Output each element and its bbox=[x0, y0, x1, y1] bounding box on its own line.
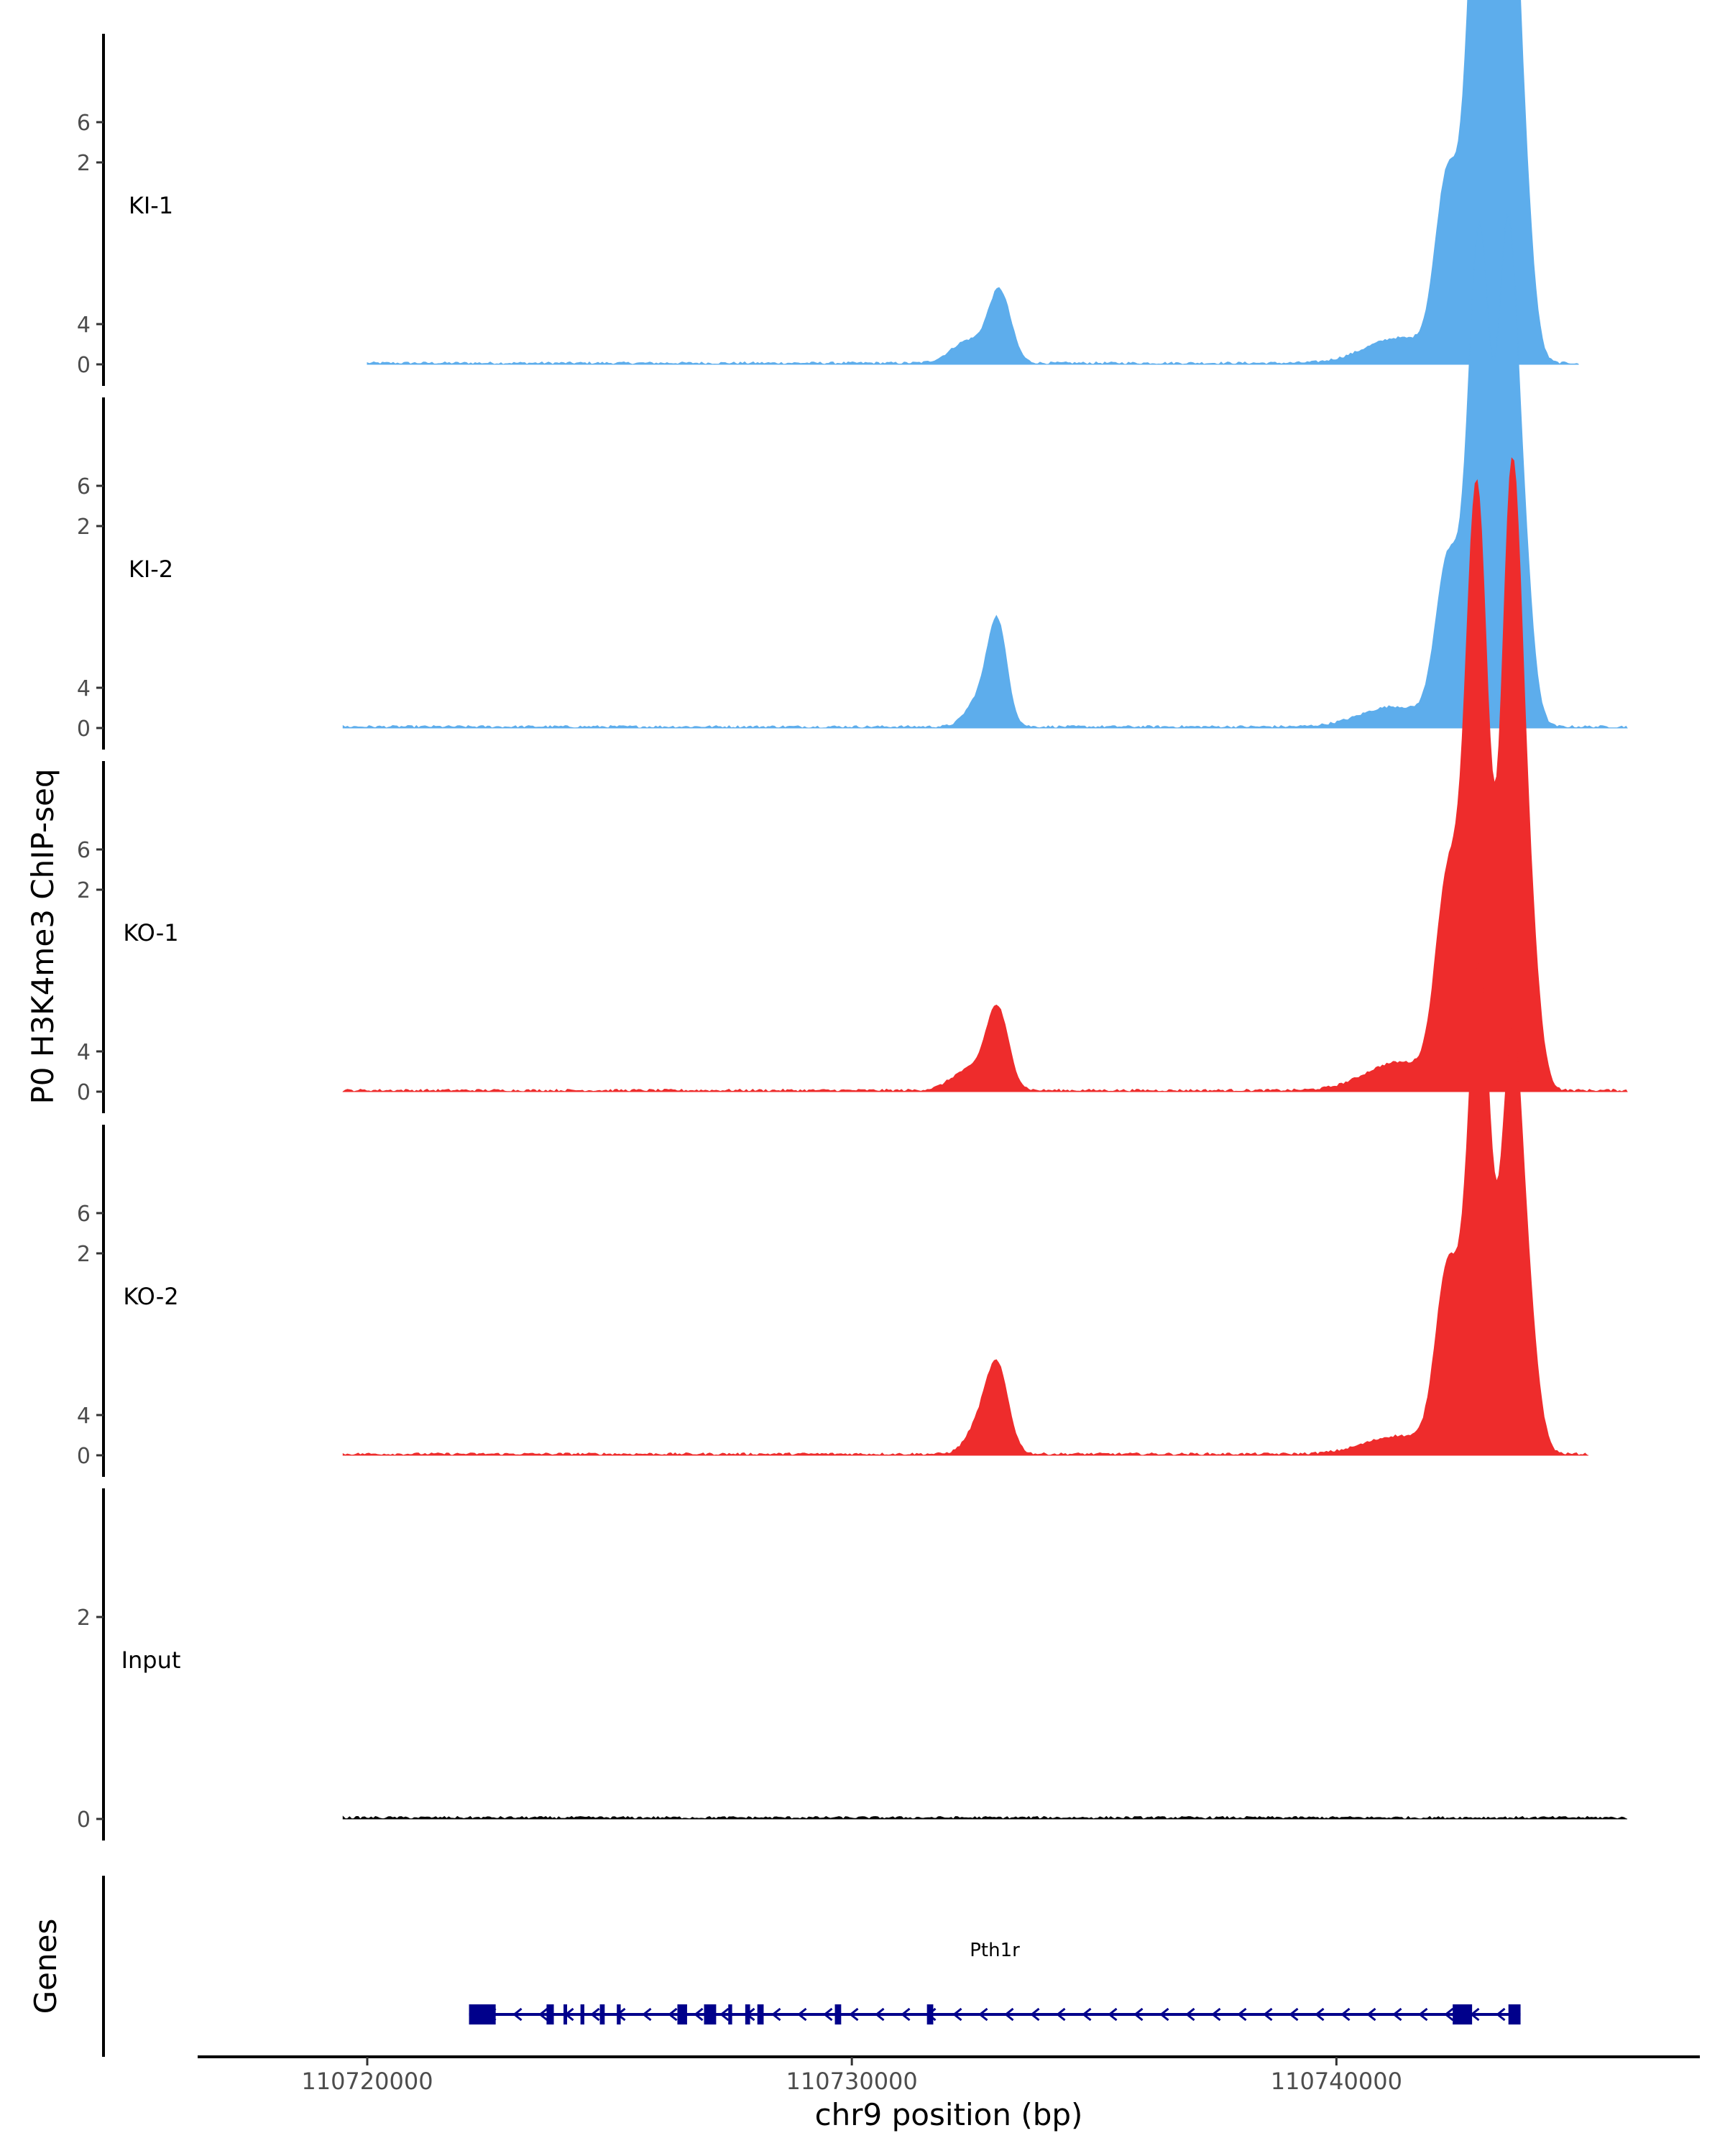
y-tick-label: 0 bbox=[77, 1444, 91, 1469]
tracks-layer: 0246KI-10246KI-20246KO-10246KO-20246Inpu… bbox=[77, 0, 1628, 1841]
x-axis-title: chr9 position (bp) bbox=[815, 2097, 1083, 2132]
strand-arrow bbox=[1211, 2007, 1221, 2022]
exon bbox=[546, 2004, 554, 2024]
strand-arrow bbox=[849, 2007, 859, 2022]
track-label: Input bbox=[121, 1646, 181, 1674]
exon bbox=[704, 2004, 717, 2024]
y-tick-label: 0 bbox=[77, 1807, 91, 1833]
exon bbox=[564, 2004, 568, 2024]
x-axis: 110720000 110730000 110740000 bbox=[198, 2055, 1700, 2095]
gene-name-label: Pth1r bbox=[970, 1940, 1020, 1961]
strand-arrow bbox=[875, 2007, 885, 2022]
track-ki-2: 0 2 4 6 KI-2 bbox=[77, 111, 1628, 750]
track-input: 0 2 4 6 Input bbox=[77, 1202, 1627, 1841]
track-label: KI-2 bbox=[129, 556, 173, 583]
exon bbox=[677, 2004, 687, 2024]
track-label: KO-2 bbox=[123, 1283, 178, 1310]
strand-arrow bbox=[1133, 2007, 1144, 2022]
strand-arrow bbox=[590, 2007, 600, 2022]
strand-arrow bbox=[694, 2007, 704, 2022]
strand-arrow bbox=[512, 2007, 523, 2022]
exon bbox=[599, 2004, 605, 2024]
y-tick-label: 6 bbox=[77, 111, 91, 136]
y-tick-label: 2 bbox=[77, 151, 91, 176]
signal-area bbox=[342, 457, 1628, 1092]
strand-arrow bbox=[1082, 2007, 1092, 2022]
track-label: KI-1 bbox=[129, 192, 173, 219]
y-tick-label: 4 bbox=[77, 313, 91, 338]
strand-arrow bbox=[1263, 2007, 1273, 2022]
strand-arrow bbox=[1056, 2007, 1066, 2022]
y-tick-label: 6 bbox=[77, 1202, 91, 1227]
y-tick-label: 6 bbox=[77, 838, 91, 863]
strand-arrow bbox=[1496, 2007, 1506, 2022]
strand-arrow bbox=[1185, 2007, 1195, 2022]
signal-area bbox=[342, 1815, 1627, 1820]
strand-arrow bbox=[771, 2007, 781, 2022]
strand-arrow bbox=[1392, 2007, 1402, 2022]
exon bbox=[617, 2004, 621, 2024]
track-ko-1: 0 2 4 6 KO-1 bbox=[77, 457, 1628, 1113]
strand-arrow bbox=[642, 2007, 652, 2022]
gene-track-title: Genes bbox=[28, 1919, 63, 2014]
exon bbox=[728, 2004, 732, 2024]
strand-arrow bbox=[1159, 2007, 1169, 2022]
y-tick-label: 0 bbox=[77, 1080, 91, 1105]
track-label: KO-1 bbox=[123, 919, 178, 946]
strand-arrow bbox=[1289, 2007, 1299, 2022]
strand-arrow bbox=[978, 2007, 988, 2022]
strand-arrow bbox=[797, 2007, 807, 2022]
strand-arrow bbox=[901, 2007, 911, 2022]
x-tick-label: 110720000 bbox=[301, 2068, 433, 2095]
strand-arrow bbox=[1444, 2007, 1454, 2022]
exon bbox=[580, 2004, 585, 2024]
strand-arrow bbox=[719, 2007, 730, 2022]
strand-arrow bbox=[1237, 2007, 1247, 2022]
y-tick-label: 0 bbox=[77, 353, 91, 378]
exon bbox=[834, 2004, 842, 2024]
exon bbox=[1453, 2004, 1473, 2024]
signal-area bbox=[342, 213, 1628, 729]
y-tick-label: 6 bbox=[77, 474, 91, 499]
y-tick-label: 4 bbox=[77, 676, 91, 701]
strand-arrow bbox=[952, 2007, 962, 2022]
exon bbox=[757, 2004, 764, 2024]
strand-arrow bbox=[1366, 2007, 1376, 2022]
strand-arrow bbox=[1315, 2007, 1325, 2022]
strand-arrow bbox=[823, 2007, 833, 2022]
strand-arrow bbox=[1108, 2007, 1118, 2022]
strand-arrow bbox=[538, 2007, 548, 2022]
x-tick-label: 110730000 bbox=[786, 2068, 918, 2095]
strand-arrow bbox=[1418, 2007, 1428, 2022]
signal-area bbox=[367, 0, 1579, 365]
strand-arrow bbox=[668, 2007, 678, 2022]
exon bbox=[745, 2004, 750, 2024]
exon bbox=[1508, 2004, 1521, 2024]
track-ko-2: 0 2 4 6 KO-2 bbox=[77, 838, 1588, 1477]
y-tick-label: 2 bbox=[77, 515, 91, 540]
exon bbox=[469, 2004, 496, 2024]
gene-layer: Genes Pth1r bbox=[28, 1876, 1521, 2057]
y-tick-label: 4 bbox=[77, 1040, 91, 1065]
y-tick-label: 2 bbox=[77, 1606, 91, 1631]
y-axis-title: P0 H3K4me3 ChIP-seq bbox=[25, 768, 60, 1104]
y-tick-label: 2 bbox=[77, 878, 91, 903]
exon bbox=[926, 2004, 934, 2024]
strand-arrow bbox=[1004, 2007, 1014, 2022]
signal-area bbox=[342, 959, 1588, 1456]
x-tick-label: 110740000 bbox=[1271, 2068, 1402, 2095]
y-tick-label: 4 bbox=[77, 1404, 91, 1429]
track-ki-1: 0 2 4 6 KI-1 bbox=[77, 0, 1579, 386]
strand-arrow bbox=[1030, 2007, 1040, 2022]
y-tick-label: 0 bbox=[77, 717, 91, 742]
y-tick-label: 2 bbox=[77, 1242, 91, 1267]
strand-arrow bbox=[1340, 2007, 1351, 2022]
